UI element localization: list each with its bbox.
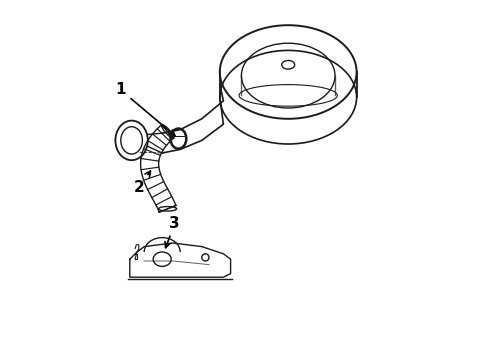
- Text: 3: 3: [165, 216, 180, 248]
- Text: 2: 2: [133, 171, 150, 195]
- Text: 1: 1: [116, 82, 175, 136]
